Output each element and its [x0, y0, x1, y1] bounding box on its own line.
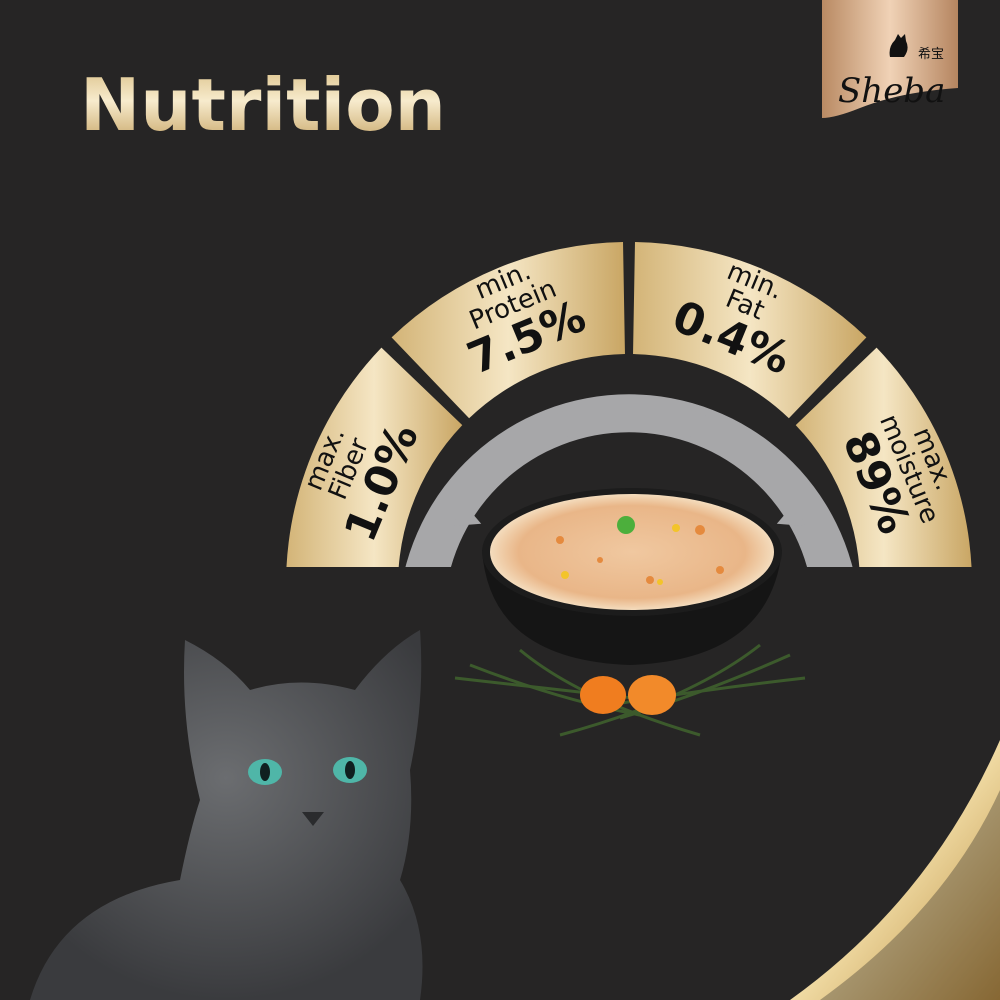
nutrition-labels: max.Fiber1.0%min.Protein7.5%min.Fat0.4%m… — [299, 256, 959, 549]
nutrient-segment-fat — [633, 242, 867, 419]
cat-logo-icon — [889, 34, 908, 57]
band-notch — [688, 408, 712, 438]
band-notch — [452, 502, 482, 526]
nutrient-segment-fiber — [286, 347, 463, 567]
band-notch — [776, 502, 806, 526]
nutrition-arc — [286, 242, 972, 567]
nutrient-segment-moisture — [795, 347, 972, 567]
brand-name: Sheba — [838, 71, 945, 111]
band-notch — [546, 408, 570, 438]
grey-band — [405, 394, 853, 567]
page-title: Nutrition — [80, 63, 446, 147]
cat-image — [30, 630, 423, 1000]
food-bowl-image — [454, 488, 806, 737]
brand-chinese-name: 希宝 — [918, 47, 944, 62]
sheba-logo: Sheba 希宝 — [822, 0, 958, 118]
gold-swoosh — [790, 740, 1000, 1000]
nutrient-segment-protein — [391, 242, 625, 419]
